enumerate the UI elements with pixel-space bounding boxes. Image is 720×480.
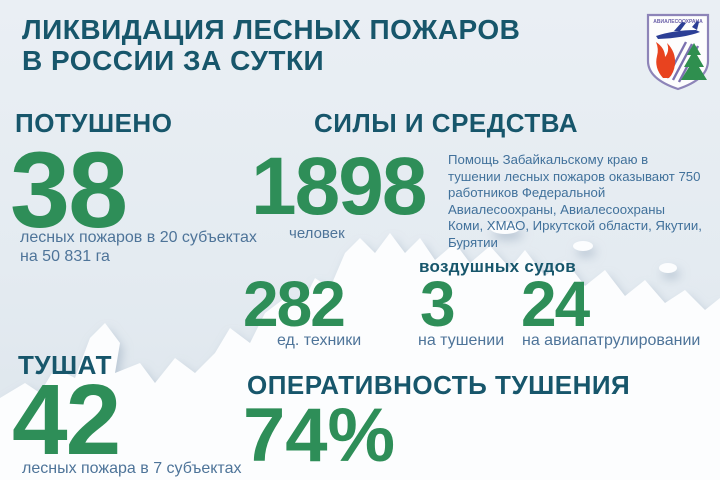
extinguished-caption-line2: на 50 831 га — [20, 248, 110, 265]
avialesookhrana-logo: АВИАЛЕСООХРАНА — [646, 13, 710, 91]
extinguished-caption-line1: лесных пожаров в 20 субъектах — [20, 229, 257, 246]
efficiency-value: 74% — [243, 393, 396, 478]
being-extinguished-count: 42 — [12, 364, 121, 476]
people-label: человек — [289, 225, 345, 242]
aircraft-patrol-label: на авиапатрулировании — [522, 332, 701, 349]
extinguished-heading: ПОТУШЕНО — [15, 108, 173, 138]
forces-heading: СИЛЫ И СРЕДСТВА — [314, 108, 579, 138]
being-extinguished-heading: ТУШАТ — [18, 350, 113, 380]
assistance-note: Помощь Забайкальскому краю в тушении лес… — [448, 152, 702, 250]
airplane-icon — [656, 21, 700, 39]
extinguished-count: 38 — [10, 129, 128, 250]
aircraft-heading: воздушных судов — [419, 257, 577, 276]
aircraft-firefighting-count: 3 — [420, 268, 456, 340]
logo-text: АВИАЛЕСООХРАНА — [653, 19, 703, 25]
equipment-count: 282 — [243, 268, 346, 340]
being-extinguished-caption: лесных пожара в 7 субъектах — [22, 460, 242, 477]
aircraft-firefighting-label: на тушении — [418, 332, 505, 349]
equipment-label: ед. техники — [277, 332, 362, 349]
page-title-line1: ЛИКВИДАЦИЯ ЛЕСНЫХ ПОЖАРОВ — [22, 14, 521, 45]
russia-map-silhouette — [0, 222, 720, 480]
page-title: ЛИКВИДАЦИЯ ЛЕСНЫХ ПОЖАРОВ В РОССИИ ЗА СУ… — [22, 14, 520, 76]
flame-icon — [656, 42, 676, 78]
efficiency-heading: ОПЕРАТИВНОСТЬ ТУШЕНИЯ — [247, 370, 631, 400]
people-count: 1898 — [251, 141, 427, 232]
extinguished-caption: лесных пожаров в 20 субъектах на 50 831 … — [20, 228, 257, 266]
aircraft-patrol-count: 24 — [521, 268, 590, 340]
tree-icon — [681, 43, 707, 80]
page-title-line2: В РОССИИ ЗА СУТКИ — [22, 45, 325, 76]
